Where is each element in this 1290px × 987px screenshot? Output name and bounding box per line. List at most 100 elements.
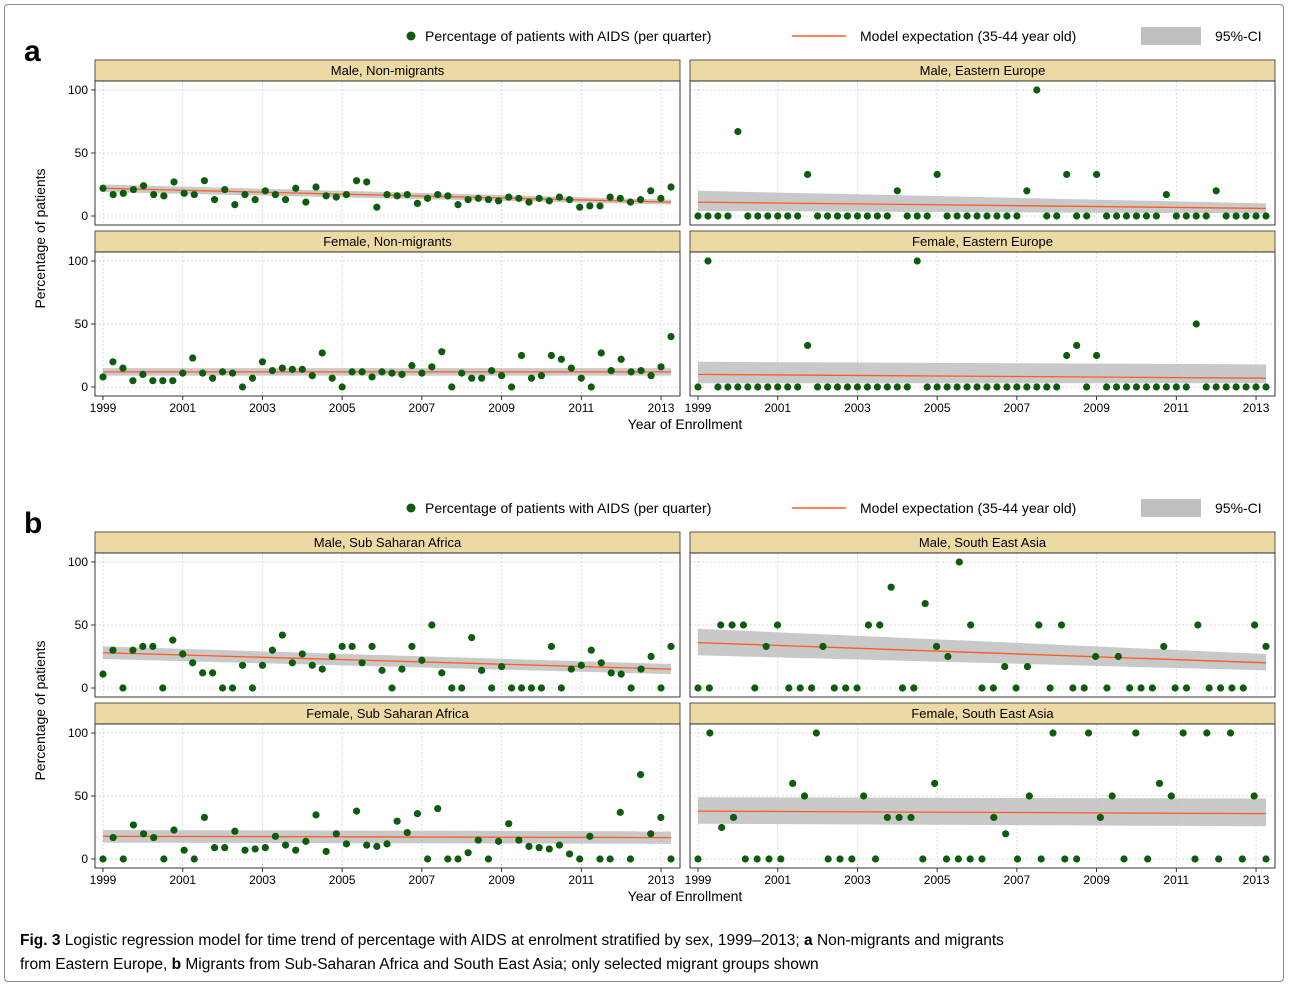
data-point [903, 212, 911, 220]
x-tick-label: 2001 [169, 873, 196, 887]
facet-title: Female, Sub Saharan Africa [306, 706, 469, 721]
data-point [328, 374, 336, 382]
data-point [1192, 212, 1200, 220]
data-point [352, 807, 361, 815]
data-point [883, 813, 891, 822]
data-point [488, 367, 496, 375]
data-point [199, 369, 207, 377]
data-point [567, 364, 575, 372]
data-point [1202, 212, 1210, 220]
data-point [1191, 855, 1199, 863]
data-point [774, 212, 782, 220]
data-point [199, 669, 207, 677]
data-point [1239, 684, 1247, 692]
data-point [842, 684, 850, 692]
data-point [626, 198, 635, 206]
data-point [358, 659, 366, 667]
data-point [1043, 212, 1051, 220]
data-point [434, 805, 442, 813]
data-point [448, 383, 456, 391]
data-point [189, 354, 197, 362]
facet-female-south-east-asia: Female, South East Asia 1999 2001 2003 2005 2… [685, 702, 1276, 887]
model-line [697, 373, 1267, 379]
legend-band-marker [1141, 27, 1201, 45]
data-point [754, 383, 762, 391]
data-point [606, 855, 614, 863]
model-line [697, 810, 1267, 815]
data-point [860, 792, 868, 800]
data-point [497, 372, 506, 380]
x-tick-label: 1999 [685, 873, 712, 887]
data-point [281, 196, 290, 204]
x-tick-label: 2003 [249, 873, 276, 887]
data-point [597, 659, 605, 667]
y-axis-title: Percentage of patients [32, 168, 48, 308]
data-point [724, 212, 732, 220]
gridlines [95, 81, 680, 225]
data-point [800, 792, 809, 800]
data-point [170, 826, 178, 834]
data-point [505, 820, 513, 828]
data-point [547, 642, 556, 651]
caption-part: a [804, 932, 813, 949]
data-point [667, 642, 675, 651]
legend-point-marker [406, 503, 416, 513]
data-point [332, 193, 340, 201]
data-point [527, 684, 536, 692]
data-point [555, 841, 564, 849]
data-point [139, 182, 148, 190]
data-point [616, 194, 624, 202]
x-tick-label: 2005 [924, 873, 951, 887]
data-point [308, 372, 316, 380]
caption-part: Migrants from Sub-Saharan Africa and Sou… [181, 956, 819, 973]
data-point [1132, 212, 1141, 220]
data-point [833, 383, 842, 391]
data-point [734, 383, 742, 391]
data-point [893, 187, 901, 195]
x-tick-label: 2007 [1004, 401, 1031, 415]
data-point [565, 196, 574, 204]
data-point [734, 127, 742, 136]
data-point [616, 808, 624, 816]
data-point [517, 351, 526, 360]
data-point [657, 194, 665, 202]
caption-part: Logistic regression model for time trend… [60, 932, 804, 949]
facet-male-south-east-asia: Male, South East Asia [689, 531, 1276, 698]
data-point [438, 669, 446, 677]
data-point [765, 855, 773, 863]
data-point [1112, 212, 1121, 220]
data-point [804, 341, 812, 350]
data-point [932, 642, 941, 651]
data-point [657, 363, 665, 371]
x-tick-label: 2013 [648, 401, 675, 415]
data-point [1025, 792, 1033, 800]
data-point [741, 855, 749, 863]
data-point [1172, 383, 1180, 391]
data-point [913, 212, 921, 220]
data-point [705, 684, 713, 692]
data-point [1160, 642, 1168, 651]
data-point [119, 855, 127, 863]
data-point [464, 196, 472, 204]
data-point [873, 383, 881, 391]
data-point [241, 190, 249, 199]
facet-female-eastern-europe: Female, Eastern Europe 1999 2001 2003 2005 20… [685, 230, 1276, 415]
data-point [408, 642, 416, 651]
data-point [706, 729, 714, 737]
data-point [819, 642, 827, 651]
facet-title: Male, Eastern Europe [920, 63, 1046, 78]
legend-band-label: 95%-CI [1215, 28, 1262, 44]
data-point [954, 855, 962, 863]
data-point [413, 810, 422, 818]
data-point [160, 855, 168, 863]
data-point [1033, 383, 1041, 391]
x-tick-label: 2009 [1083, 401, 1110, 415]
data-point [1182, 212, 1190, 220]
data-point [1144, 855, 1152, 863]
data-point [515, 836, 523, 844]
data-point [1212, 187, 1220, 195]
data-point [967, 621, 975, 629]
data-point [200, 177, 209, 185]
data-point [1228, 684, 1236, 692]
data-point [99, 670, 107, 678]
